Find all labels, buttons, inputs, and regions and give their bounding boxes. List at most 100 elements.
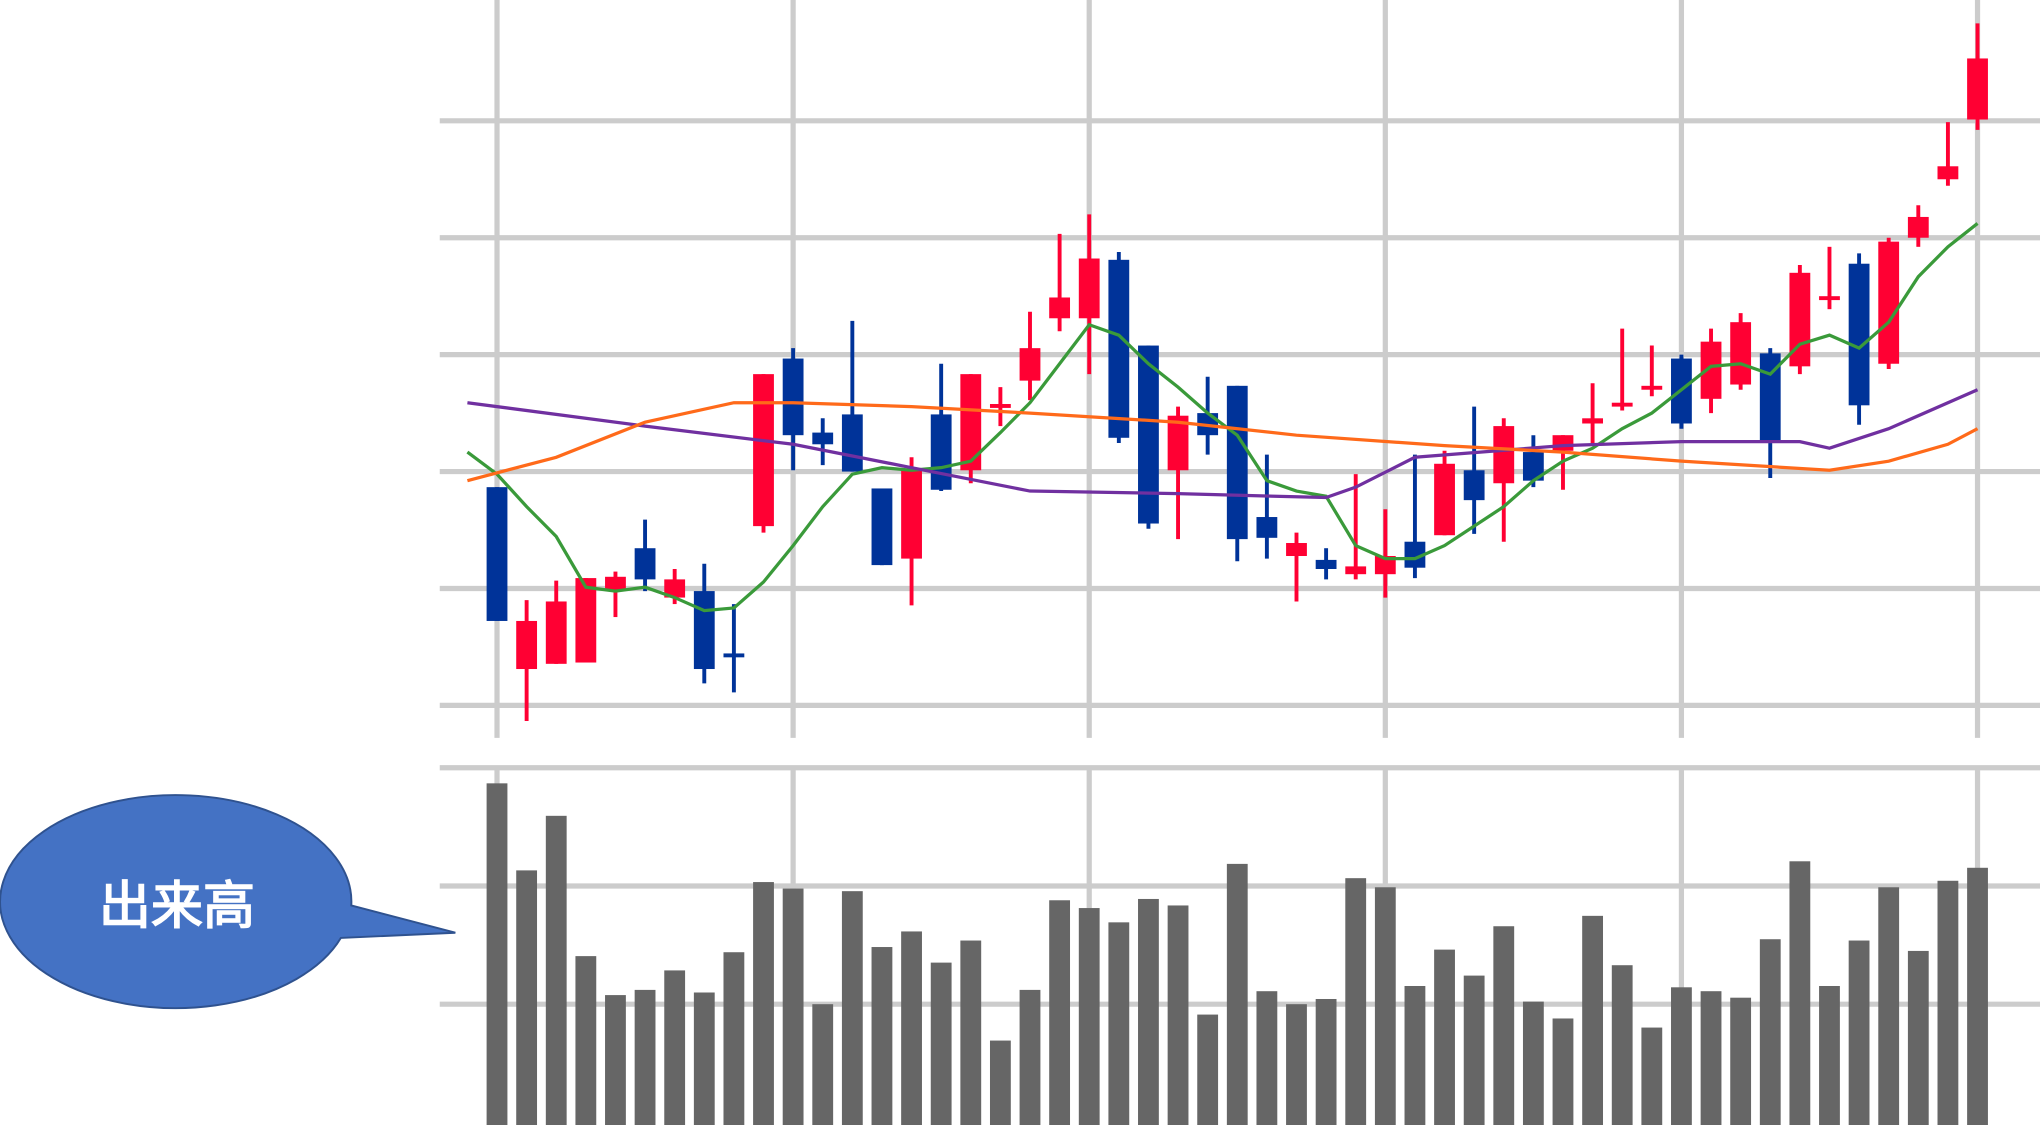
price-panel (439, 0, 2040, 738)
candle-body (1345, 566, 1367, 575)
volume-bar (812, 1004, 834, 1125)
volume-bar (960, 940, 982, 1125)
candle-body (1967, 58, 1988, 120)
volume-bar (1315, 998, 1337, 1125)
volume-bar (1463, 975, 1485, 1125)
volume-bar (930, 962, 952, 1125)
volume-bar (1345, 878, 1367, 1125)
volume-bar (1167, 905, 1189, 1125)
candle-body (1463, 470, 1485, 501)
candle-body (1641, 385, 1663, 390)
volume-bar (1848, 940, 1870, 1125)
volume-bar (1434, 949, 1455, 1125)
volume-bar (664, 970, 686, 1125)
candle-body (605, 576, 626, 592)
volume-bar (1582, 915, 1604, 1125)
callout: 出来高 (0, 794, 456, 1010)
candle-body (516, 620, 538, 670)
volume-bar (871, 947, 893, 1125)
volume-bar (1226, 863, 1248, 1125)
volume-bar (1197, 1014, 1219, 1125)
moving-average-line (466, 222, 1979, 613)
candle-body (575, 578, 597, 663)
volume-bar (545, 815, 567, 1125)
candle-body (1138, 345, 1159, 524)
candle-body (1167, 415, 1189, 471)
callout-text: 出来高 (99, 876, 255, 936)
volume-panel (439, 765, 2040, 1125)
volume-bar (841, 891, 863, 1125)
volume-bar (1671, 987, 1692, 1125)
volume-bar (1611, 965, 1633, 1125)
candle-body (664, 579, 686, 598)
candle-body (782, 358, 804, 436)
volume-bar (1374, 887, 1396, 1125)
volume-bar (1700, 991, 1722, 1125)
volume-bar (1819, 985, 1840, 1125)
volume-bar (753, 882, 774, 1125)
candle-body (1078, 258, 1100, 319)
candle-body (812, 432, 834, 445)
volume-bar (1108, 922, 1130, 1125)
candle-body (1582, 418, 1604, 424)
candle-body (871, 488, 893, 566)
volume-bar (1641, 1027, 1663, 1125)
volume-bar (693, 992, 715, 1125)
candle-body (1226, 385, 1248, 540)
candle-body (1937, 166, 1959, 180)
volume-bar (634, 989, 656, 1125)
candle-body (545, 601, 567, 664)
candle-body (634, 548, 656, 580)
candle-body (1256, 517, 1278, 538)
volume-bar (575, 956, 597, 1125)
volume-bar (1759, 939, 1781, 1125)
candle-body (1848, 263, 1870, 406)
volume-bar (723, 952, 745, 1125)
volume-bar (1404, 985, 1426, 1125)
volume-bar (605, 995, 626, 1125)
candle-body (1700, 341, 1722, 399)
moving-average-line (467, 388, 1979, 500)
candle-body (486, 487, 508, 621)
volume-bar (1907, 950, 1929, 1125)
candle-body (753, 374, 774, 527)
candle-body (1049, 297, 1071, 319)
volume-bar (1256, 991, 1278, 1125)
candle-body (1374, 556, 1396, 575)
volume-bar (516, 870, 538, 1125)
candle-body (1730, 322, 1752, 385)
volume-bar (1552, 1018, 1574, 1125)
candle-body (1552, 435, 1574, 451)
candle-body (1315, 559, 1337, 569)
candle-body (1819, 296, 1840, 301)
volume-bar (1730, 997, 1752, 1125)
candle-body (960, 374, 982, 471)
candle-body (1611, 402, 1633, 407)
volume-bar (1522, 1001, 1544, 1125)
volume-bar (1789, 861, 1811, 1125)
candle-body (693, 591, 715, 670)
candle-body (1522, 452, 1544, 481)
candle-body (1493, 426, 1515, 484)
candle-body (930, 414, 952, 490)
candle-body (1907, 216, 1929, 238)
volume-bar (1493, 926, 1515, 1125)
candle-body (841, 414, 863, 472)
candle-body (1759, 353, 1781, 441)
candle-body (1404, 541, 1426, 568)
candle-body (989, 404, 1011, 408)
volume-bar (1078, 908, 1100, 1125)
candle-body (1434, 463, 1455, 536)
volume-bar (1138, 898, 1159, 1125)
candle-body (1286, 543, 1307, 557)
volume-bar (1878, 887, 1900, 1125)
candle-body (1878, 241, 1900, 364)
callout-bubble (0, 794, 456, 1010)
volume-bar (1049, 900, 1071, 1125)
candle-body (723, 653, 745, 658)
volume-bar (486, 783, 508, 1125)
volume-bar (989, 1040, 1011, 1125)
candle-body (901, 470, 922, 559)
volume-bar (901, 931, 922, 1125)
